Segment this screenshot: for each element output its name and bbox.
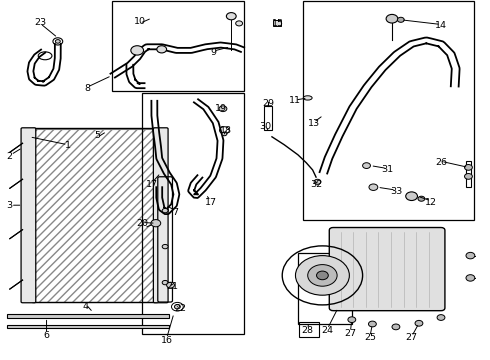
Circle shape: [418, 196, 425, 201]
Circle shape: [314, 179, 321, 184]
Text: 31: 31: [381, 165, 393, 174]
Text: 8: 8: [84, 84, 90, 93]
Bar: [466, 161, 471, 187]
Circle shape: [466, 252, 475, 259]
FancyBboxPatch shape: [21, 128, 36, 303]
Text: 29: 29: [263, 99, 274, 108]
FancyBboxPatch shape: [153, 128, 168, 303]
Circle shape: [219, 106, 227, 112]
Circle shape: [308, 265, 337, 286]
Circle shape: [157, 46, 167, 53]
Text: 27: 27: [406, 333, 417, 342]
Circle shape: [392, 324, 400, 330]
Text: 11: 11: [289, 96, 301, 105]
Circle shape: [55, 40, 60, 43]
Text: 3: 3: [6, 201, 12, 210]
Text: 16: 16: [161, 336, 172, 345]
Circle shape: [397, 17, 404, 22]
Bar: [7, 314, 169, 318]
Text: 30: 30: [260, 122, 271, 131]
Text: 15: 15: [272, 19, 284, 28]
Circle shape: [368, 321, 376, 327]
Text: 19: 19: [215, 104, 226, 113]
Bar: [298, 253, 352, 324]
Text: 13: 13: [308, 119, 319, 128]
Circle shape: [406, 192, 417, 201]
Circle shape: [222, 132, 227, 136]
Text: 26: 26: [435, 158, 447, 167]
Text: 24: 24: [321, 326, 333, 335]
Circle shape: [162, 208, 168, 213]
Bar: [33, 129, 156, 302]
Text: 10: 10: [134, 17, 146, 26]
Ellipse shape: [303, 96, 312, 100]
Text: 17: 17: [146, 180, 158, 189]
Text: 2: 2: [6, 152, 12, 161]
Circle shape: [162, 244, 168, 249]
Text: 20: 20: [136, 220, 148, 229]
Text: 1: 1: [65, 141, 71, 150]
Text: 33: 33: [390, 187, 402, 196]
Circle shape: [317, 271, 328, 280]
Text: 9: 9: [210, 48, 216, 57]
Circle shape: [174, 305, 180, 309]
Text: 27: 27: [344, 328, 356, 338]
Text: 32: 32: [310, 180, 322, 189]
Text: 14: 14: [435, 22, 447, 31]
Circle shape: [151, 220, 161, 227]
Circle shape: [295, 256, 349, 295]
Circle shape: [167, 282, 174, 288]
Text: 25: 25: [364, 333, 376, 342]
Circle shape: [386, 14, 398, 23]
Circle shape: [369, 184, 378, 190]
Text: 22: 22: [174, 305, 186, 313]
Bar: [112, 1, 244, 91]
Bar: [299, 322, 318, 337]
Text: 7: 7: [172, 208, 178, 217]
Bar: [7, 325, 169, 328]
Text: 6: 6: [44, 331, 49, 340]
Circle shape: [437, 315, 445, 320]
Bar: [303, 1, 474, 220]
Circle shape: [363, 163, 370, 168]
Text: 23: 23: [34, 18, 46, 27]
Circle shape: [465, 165, 472, 170]
Text: 21: 21: [167, 282, 178, 291]
Bar: [142, 93, 244, 334]
Circle shape: [226, 13, 236, 20]
Text: 28: 28: [302, 326, 314, 335]
Bar: [264, 106, 272, 130]
Circle shape: [415, 320, 423, 326]
Circle shape: [348, 317, 356, 323]
FancyBboxPatch shape: [329, 228, 445, 311]
Circle shape: [466, 275, 475, 281]
Bar: [273, 20, 281, 26]
Text: 5: 5: [94, 131, 100, 140]
Text: 17: 17: [205, 198, 217, 207]
Text: 4: 4: [83, 302, 89, 311]
Circle shape: [162, 280, 168, 285]
Circle shape: [236, 21, 243, 26]
Text: 18: 18: [220, 126, 232, 135]
Circle shape: [131, 46, 144, 55]
Circle shape: [465, 174, 472, 179]
Text: 12: 12: [425, 198, 437, 207]
Bar: [32, 128, 157, 302]
